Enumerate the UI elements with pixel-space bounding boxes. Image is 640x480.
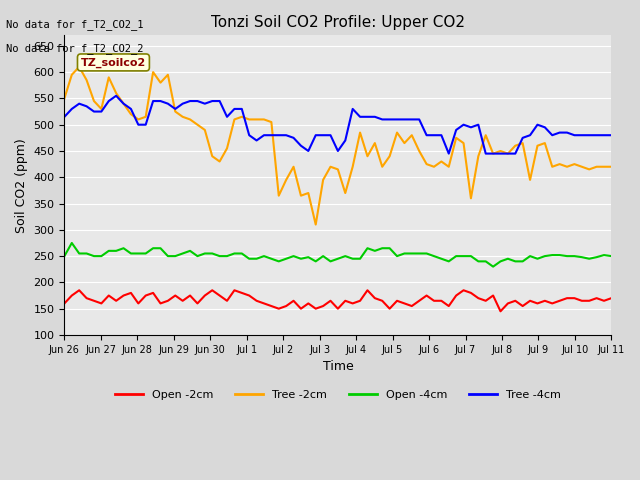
Open -4cm (563, 253, 571, 259)
Open -2cm (76, 288, 83, 293)
Open -2cm (511, 298, 519, 304)
Open -4cm (504, 256, 512, 262)
Open -2cm (607, 295, 615, 301)
Open -4cm (526, 253, 534, 259)
Tree -4cm (112, 93, 120, 99)
Tree -4cm (511, 151, 519, 156)
Text: No data for f_T2_CO2_2: No data for f_T2_CO2_2 (6, 43, 144, 54)
Text: TZ_soilco2: TZ_soilco2 (81, 57, 146, 68)
Tree -2cm (61, 96, 68, 101)
Open -2cm (526, 298, 534, 304)
Open -4cm (607, 253, 615, 259)
Tree -4cm (563, 130, 571, 135)
Tree -4cm (445, 151, 452, 156)
Tree -2cm (511, 143, 519, 149)
Open -4cm (489, 264, 497, 269)
Line: Open -2cm: Open -2cm (65, 290, 611, 312)
Tree -2cm (489, 151, 497, 156)
Tree -4cm (105, 98, 113, 104)
Tree -4cm (607, 132, 615, 138)
Tree -4cm (526, 132, 534, 138)
Tree -4cm (504, 151, 512, 156)
Line: Tree -2cm: Tree -2cm (65, 67, 611, 225)
Open -4cm (482, 259, 490, 264)
Title: Tonzi Soil CO2 Profile: Upper CO2: Tonzi Soil CO2 Profile: Upper CO2 (211, 15, 465, 30)
Open -4cm (61, 253, 68, 259)
Tree -4cm (489, 151, 497, 156)
Open -2cm (61, 300, 68, 306)
Text: No data for f_T2_CO2_1: No data for f_T2_CO2_1 (6, 19, 144, 30)
Tree -4cm (61, 114, 68, 120)
Legend: Open -2cm, Tree -2cm, Open -4cm, Tree -4cm: Open -2cm, Tree -2cm, Open -4cm, Tree -4… (111, 385, 565, 404)
Open -2cm (497, 309, 504, 314)
X-axis label: Time: Time (323, 360, 353, 373)
Open -4cm (511, 259, 519, 264)
Open -2cm (504, 300, 512, 306)
Open -4cm (112, 248, 120, 254)
Tree -2cm (607, 164, 615, 169)
Line: Open -4cm: Open -4cm (65, 243, 611, 266)
Tree -2cm (76, 64, 83, 70)
Tree -2cm (112, 90, 120, 96)
Tree -2cm (312, 222, 319, 228)
Open -2cm (563, 295, 571, 301)
Line: Tree -4cm: Tree -4cm (65, 96, 611, 154)
Open -2cm (112, 298, 120, 304)
Tree -2cm (563, 164, 571, 169)
Tree -2cm (504, 151, 512, 156)
Y-axis label: Soil CO2 (ppm): Soil CO2 (ppm) (15, 138, 28, 232)
Open -2cm (482, 298, 490, 304)
Open -4cm (68, 240, 76, 246)
Tree -2cm (526, 177, 534, 183)
